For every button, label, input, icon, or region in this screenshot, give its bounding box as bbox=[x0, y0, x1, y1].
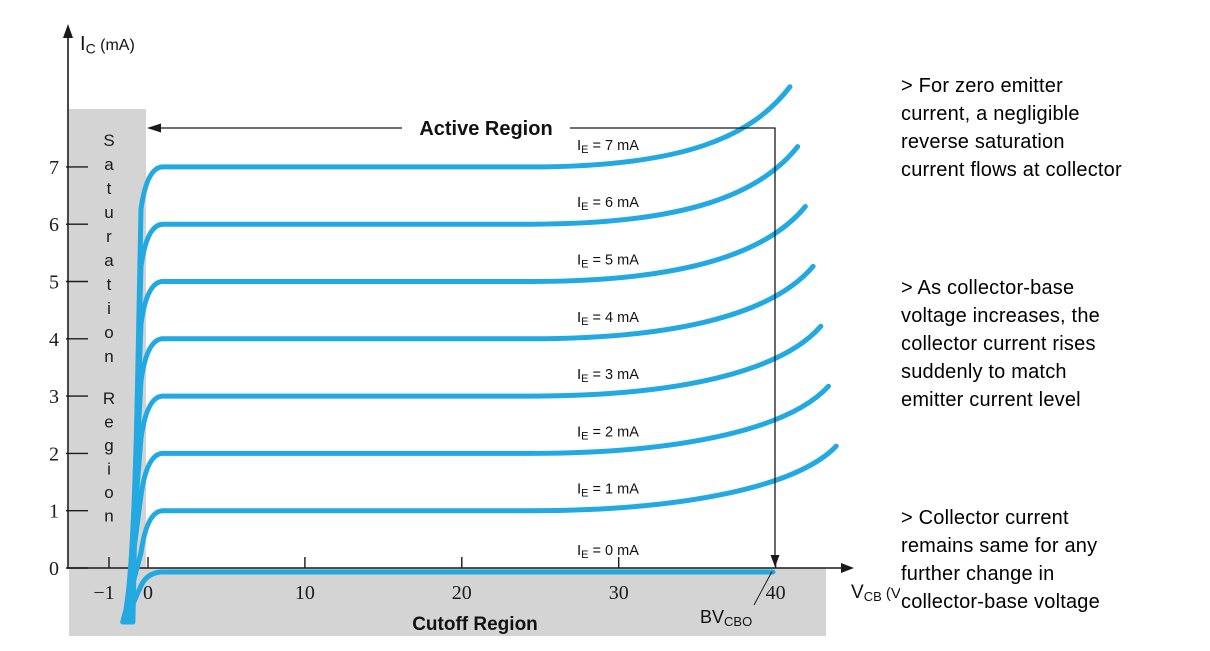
bvcbo-label: BVCBO bbox=[700, 607, 752, 629]
active-region-left-arrow-icon bbox=[147, 123, 161, 133]
region-letter-n: n bbox=[104, 507, 113, 526]
curve-label-ie-1: IE = 1 mA bbox=[577, 481, 639, 500]
axis-ticks: −1 0 10 20 30 40 0 1 2 3 4 5 6 7 bbox=[49, 157, 786, 604]
saturation-letter-n: n bbox=[104, 347, 113, 366]
characteristic-curves bbox=[120, 84, 839, 625]
curve-label-part: E bbox=[581, 488, 588, 500]
x-axis-title-sub: CB bbox=[864, 589, 882, 604]
curve-label-ie-0: IE = 0 mA bbox=[577, 542, 639, 561]
note-current-rises-suddenly: > As collector-base voltage increases, t… bbox=[901, 277, 1100, 411]
note-current-remains-same: > Collector current remains same for any… bbox=[901, 507, 1100, 613]
curve-label-part: = 4 mA bbox=[589, 310, 640, 326]
curve-label-part: I bbox=[577, 137, 581, 154]
curve-label-part: E bbox=[581, 430, 588, 442]
x-axis-title-unit: (V) bbox=[882, 585, 900, 602]
curve-label-part: I bbox=[577, 252, 581, 269]
x-tick-label-40: 40 bbox=[766, 582, 786, 604]
saturation-letter-i: i bbox=[107, 299, 111, 318]
bvcbo-label-sub: CBO bbox=[724, 614, 752, 629]
x-axis-title-main: V bbox=[851, 582, 864, 603]
curve-ie-1 bbox=[120, 443, 839, 625]
curve-label-part: E bbox=[581, 144, 588, 156]
x-tick-label--1: −1 bbox=[93, 582, 114, 604]
curve-label-part: = 6 mA bbox=[589, 195, 640, 211]
y-axis-title-main: I bbox=[80, 33, 86, 55]
x-tick-label-0: 0 bbox=[143, 582, 153, 604]
curve-label-ie-2: IE = 2 mA bbox=[577, 423, 639, 442]
region-letter-R: R bbox=[103, 389, 115, 408]
curve-label-part: I bbox=[577, 194, 581, 211]
curve-label-part: I bbox=[577, 481, 581, 498]
y-axis-title: IC (mA) bbox=[80, 33, 135, 57]
saturation-letter-S: S bbox=[103, 131, 114, 150]
curve-label-part: = 2 mA bbox=[589, 424, 640, 440]
saturation-letter-a: a bbox=[104, 251, 114, 270]
curve-label-ie-5: IE = 5 mA bbox=[577, 252, 639, 271]
curve-label-part: I bbox=[577, 542, 581, 559]
curve-label-part: I bbox=[577, 309, 581, 326]
breakdown-voltage-arrow-icon bbox=[770, 555, 780, 567]
curve-label-part: E bbox=[581, 549, 588, 561]
note-zero-emitter-current: > For zero emitter current, a negligible… bbox=[901, 75, 1122, 181]
y-tick-label-2: 2 bbox=[49, 443, 59, 465]
region-letter-g: g bbox=[104, 436, 113, 455]
curve-label-part: E bbox=[581, 316, 588, 328]
bvcbo-pointer-line bbox=[753, 571, 773, 606]
curve-label-part: E bbox=[581, 259, 588, 271]
y-tick-label-0: 0 bbox=[49, 558, 59, 580]
curve-label-part: = 3 mA bbox=[589, 367, 640, 383]
y-tick-label-1: 1 bbox=[49, 501, 59, 523]
x-tick-label-30: 30 bbox=[609, 582, 629, 604]
saturation-letter-u: u bbox=[104, 203, 113, 222]
curve-label-part: I bbox=[577, 366, 581, 383]
y-tick-label-3: 3 bbox=[49, 386, 59, 408]
y-tick-label-7: 7 bbox=[49, 157, 59, 179]
active-region-label: Active Region bbox=[419, 118, 552, 140]
region-letter-o: o bbox=[104, 483, 113, 502]
notes-panel: > For zero emitter current, a negligible… bbox=[901, 16, 1209, 651]
curve-label-part: = 5 mA bbox=[589, 253, 640, 269]
curve-ie-6 bbox=[128, 144, 801, 625]
curve-label-ie-4: IE = 4 mA bbox=[577, 309, 639, 328]
curve-label-ie-3: IE = 3 mA bbox=[577, 366, 639, 385]
curve-ie-7 bbox=[130, 84, 793, 625]
saturation-letter-t: t bbox=[107, 179, 112, 198]
region-letter-i: i bbox=[107, 460, 111, 479]
curve-label-part: = 0 mA bbox=[589, 543, 640, 559]
curve-label-part: I bbox=[577, 423, 581, 440]
curve-label-part: = 7 mA bbox=[589, 138, 640, 154]
curve-label-ie-7: IE = 7 mA bbox=[577, 137, 639, 156]
y-axis-arrow-icon bbox=[63, 24, 73, 38]
curve-label-part: E bbox=[581, 373, 588, 385]
curve-label-part: = 1 mA bbox=[589, 482, 640, 498]
curve-ie-2 bbox=[121, 383, 831, 625]
saturation-letter-r: r bbox=[106, 227, 112, 246]
x-tick-label-10: 10 bbox=[295, 582, 315, 604]
x-tick-label-20: 20 bbox=[452, 582, 472, 604]
curve-ie-5 bbox=[127, 204, 808, 625]
y-tick-label-5: 5 bbox=[49, 272, 59, 294]
saturation-letter-t: t bbox=[107, 275, 112, 294]
y-tick-label-4: 4 bbox=[49, 329, 59, 351]
curve-label-part: E bbox=[581, 201, 588, 213]
curve-ie-4 bbox=[125, 263, 816, 625]
cutoff-region-label: Cutoff Region bbox=[412, 614, 538, 635]
saturation-letter-a: a bbox=[104, 155, 114, 174]
curve-ie-3 bbox=[123, 323, 824, 625]
saturation-letter-o: o bbox=[104, 323, 113, 342]
cutoff-region-area bbox=[69, 568, 826, 636]
x-axis-title: VCB (V) bbox=[851, 582, 900, 604]
region-letter-e: e bbox=[104, 413, 113, 432]
x-axis-arrow-icon bbox=[841, 563, 854, 573]
y-axis-title-unit: (mA) bbox=[96, 37, 135, 54]
bvcbo-label-main: BV bbox=[700, 607, 724, 627]
curve-label-ie-6: IE = 6 mA bbox=[577, 194, 639, 213]
y-tick-label-6: 6 bbox=[49, 214, 59, 236]
y-axis-title-sub: C bbox=[86, 41, 96, 57]
